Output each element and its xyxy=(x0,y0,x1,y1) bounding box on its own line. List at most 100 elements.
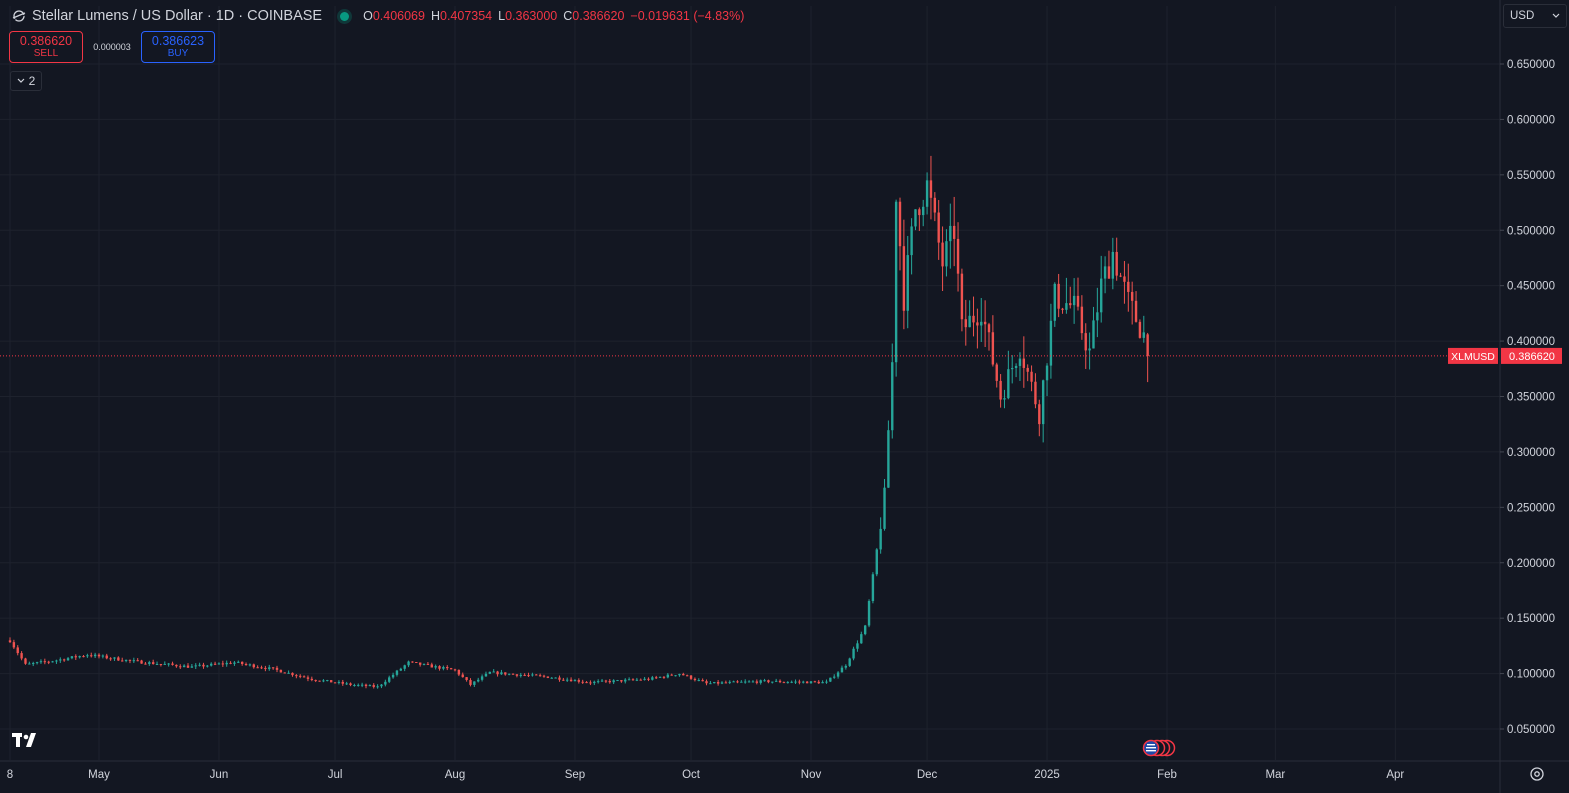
candle-body xyxy=(968,315,971,328)
candle-body xyxy=(655,677,658,679)
x-tick-label: Feb xyxy=(1157,769,1177,781)
close-value: 0.386620 xyxy=(572,9,625,23)
candle-body xyxy=(1107,266,1111,279)
candle-body xyxy=(117,657,120,661)
candle-body xyxy=(933,197,937,213)
y-tick-label: 0.600000 xyxy=(1507,114,1555,126)
candle-body xyxy=(159,663,163,665)
symbol-title[interactable]: Stellar Lumens / US Dollar · 1D · COINBA… xyxy=(32,8,323,24)
candle-body xyxy=(128,659,132,661)
candle-body xyxy=(16,647,19,654)
candle-body xyxy=(62,659,66,661)
candle-body xyxy=(353,684,356,686)
candle-body xyxy=(326,680,329,682)
candle-body xyxy=(786,682,789,684)
buy-button[interactable]: 0.386623 BUY xyxy=(141,31,215,63)
candle-body xyxy=(802,681,805,683)
candle-body xyxy=(283,672,286,674)
candle-body xyxy=(480,676,484,680)
candle-body xyxy=(624,679,627,682)
market-status-dot[interactable] xyxy=(340,11,350,21)
candle-body xyxy=(647,678,650,680)
candle-body xyxy=(1111,251,1115,279)
candle-body xyxy=(415,662,418,664)
candle-body xyxy=(314,680,317,682)
economic-events-icon[interactable] xyxy=(1138,739,1176,757)
x-tick-label: 2025 xyxy=(1034,769,1060,781)
candle-body xyxy=(573,680,577,682)
candle-body xyxy=(1053,283,1056,321)
candle-body xyxy=(453,669,457,671)
tradingview-logo-icon[interactable] xyxy=(12,731,44,749)
candle-body xyxy=(388,677,391,682)
candle-body xyxy=(210,663,213,666)
candle-body xyxy=(608,681,611,683)
candle-body xyxy=(345,683,348,685)
candle-body xyxy=(1134,300,1138,322)
candle-body xyxy=(411,661,414,663)
settings-gear-icon[interactable] xyxy=(1529,766,1545,782)
sell-button[interactable]: 0.386620 SELL xyxy=(9,31,83,63)
y-tick-label: 0.350000 xyxy=(1507,392,1555,404)
candle-body xyxy=(829,677,832,682)
candle-body xyxy=(860,634,863,644)
candle-body xyxy=(376,686,379,688)
candle-body xyxy=(407,661,410,666)
high-key: H xyxy=(430,9,440,23)
candle-body xyxy=(740,681,743,683)
candle-body xyxy=(937,212,940,243)
candle-body xyxy=(581,681,584,683)
candle-body xyxy=(964,319,967,328)
candle-body xyxy=(442,666,445,669)
x-tick-label: 8 xyxy=(7,769,13,781)
candle-body xyxy=(976,322,979,326)
candle-body xyxy=(794,681,797,683)
candle-body xyxy=(1045,365,1049,381)
candle-body xyxy=(163,663,166,665)
x-tick-label: Aug xyxy=(445,769,465,781)
chevron-down-icon xyxy=(1552,13,1560,18)
candle-body xyxy=(299,675,302,677)
indicators-toggle[interactable]: 2 xyxy=(10,71,42,91)
candle-body xyxy=(461,674,464,678)
candle-body xyxy=(194,665,197,667)
candle-body xyxy=(206,665,209,667)
candle-body xyxy=(121,660,124,662)
chevron-down-icon xyxy=(17,78,25,83)
candle-body xyxy=(693,678,697,681)
y-tick-label: 0.100000 xyxy=(1507,669,1555,681)
currency-value: USD xyxy=(1510,10,1535,22)
candle-body xyxy=(51,661,54,663)
price-tag: XLMUSD 0.386620 xyxy=(1448,347,1562,364)
candle-body xyxy=(368,685,372,687)
candle-body xyxy=(805,681,809,684)
candle-body xyxy=(39,661,43,663)
candle-body xyxy=(484,673,488,677)
candle-body xyxy=(972,315,975,323)
candle-body xyxy=(167,663,170,665)
y-tick-label: 0.150000 xyxy=(1507,613,1555,625)
candle-body xyxy=(701,680,704,682)
candle-body xyxy=(1072,295,1076,306)
candle-body xyxy=(817,681,820,684)
candle-body xyxy=(627,679,631,681)
candle-body xyxy=(507,673,511,675)
candle-body xyxy=(558,677,561,680)
y-tick-label: 0.250000 xyxy=(1507,502,1555,514)
candle-body xyxy=(531,674,534,676)
candle-body xyxy=(825,681,828,683)
candle-body xyxy=(1026,367,1029,372)
candle-body xyxy=(689,675,693,679)
candle-body xyxy=(446,666,449,669)
candle-body xyxy=(434,666,437,668)
candle-body xyxy=(287,672,290,674)
candle-body xyxy=(175,664,178,667)
candle-body xyxy=(523,674,526,676)
currency-select[interactable]: USD xyxy=(1503,4,1567,28)
candle-body xyxy=(767,680,770,683)
candle-body xyxy=(1041,380,1045,425)
candle-body xyxy=(894,201,898,363)
candle-body xyxy=(360,684,364,686)
candle-body xyxy=(256,667,259,669)
